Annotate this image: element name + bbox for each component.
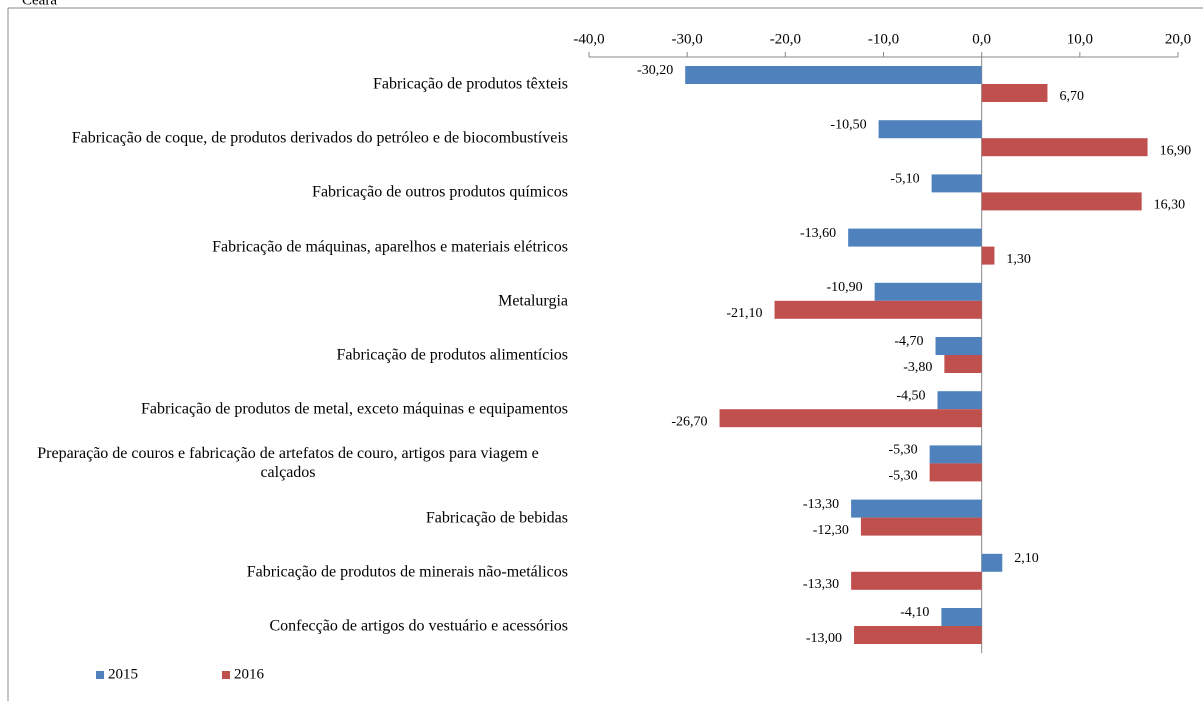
category-label: Fabricação de produtos de metal, exceto …: [141, 400, 568, 418]
value-label: -12,30: [813, 523, 849, 538]
value-label: -13,60: [800, 226, 836, 241]
category-label: Fabricação de produtos alimentícios: [336, 346, 568, 364]
bar: [981, 553, 1003, 572]
category-label: Preparação de couros e fabricação de art…: [37, 445, 539, 482]
category-label: Fabricação de bebidas: [425, 509, 568, 527]
category-label: Fabricação de outros produtos químicos: [312, 183, 568, 201]
bar: [981, 246, 995, 265]
value-label: -3,80: [903, 360, 932, 375]
value-label: -5,10: [890, 172, 919, 187]
category-label: Fabricação de produtos têxteis: [372, 75, 568, 93]
bar: [685, 66, 982, 84]
value-label: 2,10: [1014, 551, 1039, 566]
bar: [774, 300, 982, 319]
bar: [854, 626, 982, 644]
bar: [944, 355, 982, 373]
x-tick-label: 10,0: [1067, 31, 1093, 47]
value-label: -4,50: [896, 388, 925, 403]
value-label: -30,20: [637, 63, 673, 78]
value-label: 16,30: [1154, 198, 1186, 213]
bar: [851, 499, 982, 518]
bar: [935, 337, 982, 355]
bar: [931, 174, 982, 193]
bar: [981, 138, 1148, 157]
bar: [941, 608, 982, 626]
value-label: -5,30: [888, 469, 917, 484]
x-tick-label: 0,0: [972, 31, 991, 47]
category-label: Fabricação de coque, de produtos derivad…: [71, 129, 568, 147]
legend-label: 2016: [234, 666, 265, 682]
value-label: -10,90: [826, 280, 862, 295]
value-label: -10,50: [830, 117, 866, 132]
value-label: -21,10: [726, 306, 762, 321]
bar: [878, 120, 982, 139]
bar: [929, 445, 982, 464]
x-tick-label: -30,0: [672, 31, 703, 47]
value-label: 1,30: [1006, 252, 1031, 267]
chart-title: Ceará: [22, 0, 57, 8]
category-label: Fabricação de produtos de minerais não-m…: [246, 563, 568, 581]
category-label: Metalurgia: [498, 292, 568, 310]
bar: [981, 192, 1142, 211]
legend-swatch: [222, 671, 230, 679]
legend-label: 2015: [108, 666, 138, 682]
x-tick-label: -10,0: [868, 31, 899, 47]
value-label: -5,30: [888, 443, 917, 458]
value-label: -4,10: [900, 605, 929, 620]
legend-swatch: [96, 671, 104, 679]
x-tick-label: -40,0: [573, 31, 604, 47]
value-label: 16,90: [1160, 143, 1192, 158]
bar: [851, 571, 982, 590]
value-label: 6,70: [1059, 89, 1084, 104]
value-label: -13,00: [806, 631, 842, 646]
category-label: Fabricação de máquinas, aparelhos e mate…: [212, 238, 568, 256]
bar: [981, 84, 1048, 102]
bar: [719, 409, 982, 428]
bar: [937, 391, 982, 410]
bar: [860, 517, 982, 536]
value-label: -26,70: [671, 414, 707, 429]
value-label: -4,70: [894, 334, 923, 349]
category-label: Confecção de artigos do vestuário e aces…: [269, 617, 568, 635]
bar: [929, 463, 982, 482]
x-tick-label: -20,0: [770, 31, 801, 47]
bar: [874, 282, 982, 301]
value-label: -13,30: [803, 497, 839, 512]
value-label: -13,30: [803, 577, 839, 592]
bar: [848, 228, 982, 247]
x-tick-label: 20,0: [1165, 31, 1191, 47]
